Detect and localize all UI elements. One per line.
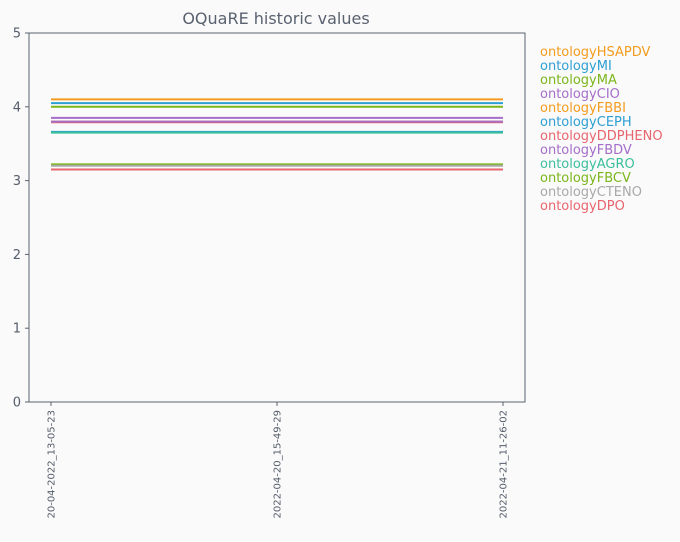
legend-entry-ontologyFBDV: ontologyFBDV xyxy=(540,143,632,158)
y-tick-label: 1 xyxy=(13,322,21,337)
legend: ontologyHSAPDVontologyMIontologyMAontolo… xyxy=(540,45,663,214)
x-tick-label: 20-04-2022_13-05-23 xyxy=(47,410,58,519)
y-tick-label: 3 xyxy=(13,174,21,189)
legend-entry-ontologyMI: ontologyMI xyxy=(540,59,612,74)
y-tick-label: 4 xyxy=(13,100,21,115)
series-group xyxy=(51,98,503,171)
x-tick-label: 2022-04-21_11-26-02 xyxy=(499,410,510,519)
y-tick-label: 0 xyxy=(13,396,21,411)
legend-entry-ontologyHSAPDV: ontologyHSAPDV xyxy=(540,45,651,60)
legend-entry-ontologyAGRO: ontologyAGRO xyxy=(540,157,635,172)
chart-title: OQuaRE historic values xyxy=(182,9,369,28)
legend-entry-ontologyFBCV: ontologyFBCV xyxy=(540,171,631,186)
legend-entry-ontologyDDPHENO: ontologyDDPHENO xyxy=(540,129,663,144)
legend-entry-ontologyCTENO: ontologyCTENO xyxy=(540,185,642,200)
x-axis: 20-04-2022_13-05-23 2022-04-20_15-49-29 20… xyxy=(47,402,510,519)
legend-entry-ontologyFBBI: ontologyFBBI xyxy=(540,101,626,116)
legend-entry-ontologyMA: ontologyMA xyxy=(540,73,617,88)
y-tick-label: 5 xyxy=(13,27,21,42)
legend-entry-ontologyCEPH: ontologyCEPH xyxy=(540,115,632,130)
y-axis: 0 1 2 3 4 5 xyxy=(13,27,29,411)
y-tick-label: 2 xyxy=(13,248,21,263)
legend-entry-ontologyCIO: ontologyCIO xyxy=(540,87,620,102)
legend-entry-ontologyDPO: ontologyDPO xyxy=(540,199,625,214)
x-tick-label: 2022-04-20_15-49-29 xyxy=(273,410,284,519)
plot-frame xyxy=(28,32,526,403)
